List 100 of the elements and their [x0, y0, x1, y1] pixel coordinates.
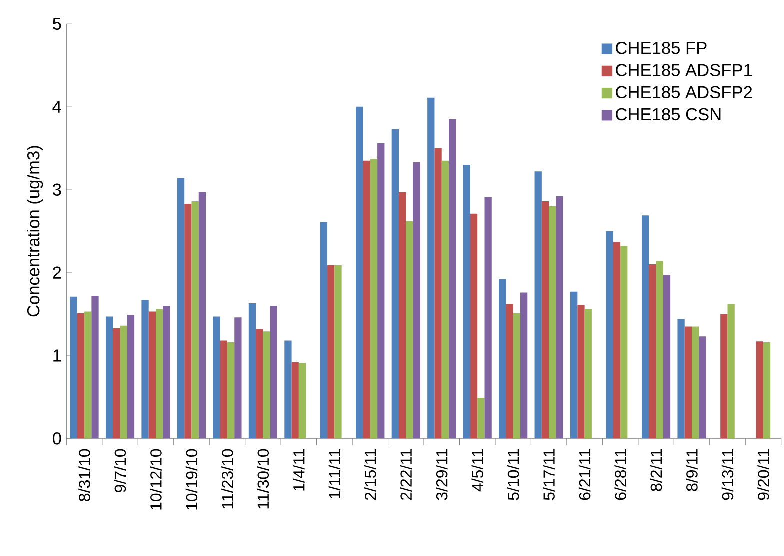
- legend-label: CHE185 ADSFP1: [616, 64, 752, 76]
- bar: [213, 316, 220, 439]
- bar: [177, 178, 185, 439]
- bar: [513, 313, 520, 439]
- legend-label: CHE185 FP: [616, 42, 707, 54]
- bar: [284, 340, 292, 439]
- y-tick-label: 4: [52, 100, 62, 113]
- bar: [184, 204, 192, 439]
- bar: [720, 314, 728, 439]
- bar: [192, 201, 199, 439]
- bar: [320, 222, 328, 439]
- bar: [728, 304, 735, 439]
- bar: [499, 279, 506, 439]
- x-tick-label: 4/5/11: [472, 449, 484, 492]
- x-tick-label: 8/31/10: [78, 449, 90, 502]
- bar: [756, 342, 764, 439]
- bar: [699, 336, 706, 439]
- x-tick-label: 3/29/11: [436, 449, 448, 500]
- bar: [92, 296, 99, 439]
- bar: [392, 129, 399, 439]
- bar: [142, 300, 149, 439]
- bar: [663, 275, 671, 439]
- bar: [549, 206, 556, 439]
- x-tick-label: 10/12/10: [150, 449, 162, 510]
- bar: [606, 231, 614, 439]
- x-tick-label: 2/22/11: [400, 449, 412, 500]
- x-tick-label: 8/9/11: [686, 449, 698, 492]
- bar: [398, 192, 406, 439]
- bar: [234, 318, 242, 439]
- bar: [570, 292, 578, 439]
- bar: [70, 296, 78, 439]
- bar: [692, 326, 700, 439]
- x-tick-label: 5/10/11: [507, 449, 520, 500]
- legend-label: CHE185 ADSFP2: [616, 86, 752, 99]
- bar: [163, 306, 170, 439]
- bar: [584, 309, 592, 439]
- bar: [328, 265, 335, 439]
- x-tick-label: 1/11/11: [328, 449, 341, 499]
- x-tick-label: 9/13/11: [722, 449, 734, 500]
- bar: [378, 143, 385, 439]
- x-tick-label: 9/20/11: [758, 449, 770, 500]
- x-tick-label: 2/15/11: [364, 449, 376, 500]
- bar: [542, 201, 550, 439]
- bar: [198, 192, 206, 439]
- bar: [292, 362, 299, 439]
- bar: [534, 172, 542, 439]
- bar: [556, 196, 564, 439]
- y-tick-label: 0: [52, 432, 62, 445]
- bar: [270, 306, 278, 439]
- bar: [356, 106, 364, 439]
- bar: [613, 242, 621, 439]
- bar: [620, 246, 628, 439]
- bar: [449, 119, 456, 439]
- bar: [148, 312, 156, 439]
- bar: [84, 312, 92, 439]
- bar: [684, 326, 692, 439]
- bar: [120, 326, 128, 439]
- bar: [77, 313, 85, 439]
- bar: [220, 340, 228, 439]
- x-tick-label: 9/7/10: [114, 449, 126, 492]
- bar: [334, 265, 342, 439]
- y-tick-label: 3: [52, 184, 62, 196]
- bar: [470, 214, 478, 439]
- bar: [763, 342, 771, 439]
- y-tick-label: 1: [54, 350, 62, 362]
- bar: [256, 329, 264, 439]
- bar: [370, 159, 378, 439]
- bar: [578, 305, 585, 439]
- bar: [227, 342, 235, 439]
- bar: [406, 221, 414, 439]
- bar: [434, 148, 442, 439]
- x-tick-label: 10/19/10: [186, 449, 198, 510]
- bar: [463, 164, 470, 439]
- x-tick-label: 8/2/11: [650, 449, 662, 492]
- bar: [413, 162, 420, 439]
- bar: [520, 292, 528, 439]
- bar: [156, 309, 164, 439]
- bar: [298, 363, 306, 439]
- x-tick-label: 6/28/11: [614, 449, 626, 500]
- legend-label: CHE185 CSN: [616, 108, 721, 121]
- bar: [113, 328, 120, 439]
- bar: [656, 261, 664, 439]
- bar: [428, 98, 435, 439]
- bar: [248, 303, 256, 439]
- bar: [442, 160, 450, 439]
- x-tick-label: 1/4/11: [293, 449, 305, 491]
- x-tick-label: 11/30/10: [257, 449, 270, 509]
- bar: [506, 304, 514, 439]
- bar: [484, 197, 492, 439]
- bar: [478, 398, 485, 439]
- x-tick-label: 6/21/11: [578, 449, 591, 500]
- y-axis-title: Concentration (ug/m3): [26, 146, 44, 317]
- x-tick-label: 11/23/10: [222, 449, 234, 509]
- bar: [363, 160, 370, 439]
- bar: [678, 319, 685, 439]
- y-tick-label: 2: [53, 266, 62, 279]
- bar: [106, 316, 114, 439]
- y-tick-label: 5: [53, 18, 62, 30]
- x-tick-label: 5/17/11: [543, 449, 555, 500]
- bar: [649, 264, 656, 439]
